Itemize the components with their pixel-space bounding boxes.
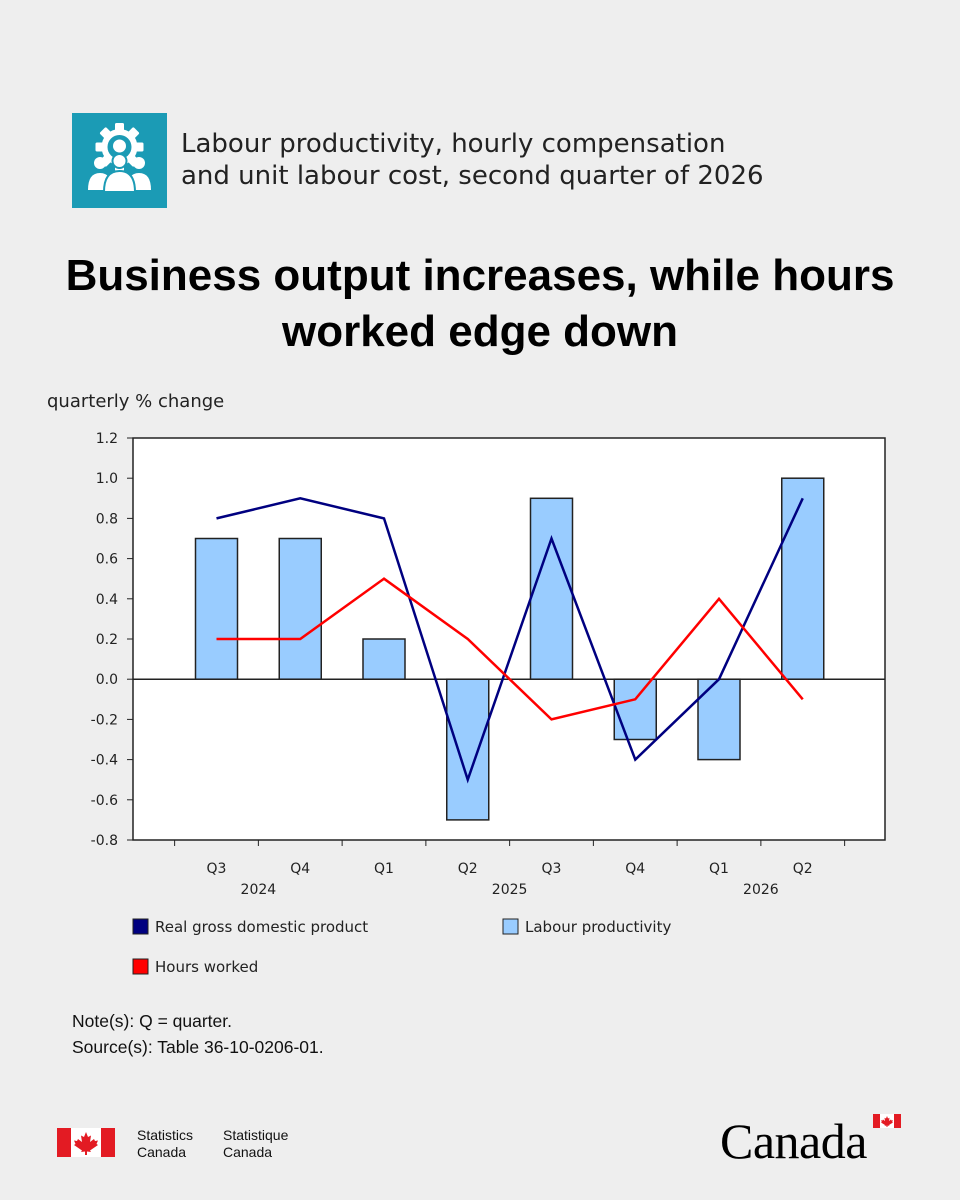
y-tick-label: 0.8 (96, 511, 118, 527)
x-tick-label: Q2 (458, 861, 478, 877)
y-tick-label: -0.6 (91, 793, 118, 809)
headline-line-2: worked edge down (281, 307, 679, 356)
legend-label: Labour productivity (525, 918, 671, 936)
bar-labour-productivity (362, 638, 406, 680)
notes: Note(s): Q = quarter. Source(s): Table 3… (72, 1008, 324, 1060)
canada-flag-icon (57, 1128, 115, 1157)
y-tick-label: -0.2 (91, 712, 118, 728)
x-tick-label: Q2 (793, 861, 813, 877)
x-tick-label: Q3 (207, 861, 227, 877)
bar-labour-productivity (697, 678, 741, 761)
bar-labour-productivity (613, 678, 657, 741)
agency-name-french: Statistique Canada (223, 1127, 288, 1161)
bar-labour-productivity (446, 678, 490, 821)
bar-labour-productivity (529, 497, 574, 680)
legend-label: Hours worked (155, 958, 258, 976)
y-tick-label: 0.6 (96, 552, 118, 568)
line-real-gross-domestic-product (216, 497, 804, 784)
headline: Business output increases, while hours w… (40, 248, 920, 360)
canada-wordmark: Canada (720, 1113, 867, 1169)
bar-labour-productivity (781, 477, 825, 680)
agency-en-line-2: Canada (137, 1144, 187, 1160)
x-tick-label: Q1 (374, 861, 394, 877)
y-tick-label: 0.0 (96, 672, 118, 688)
line-hours-worked (216, 577, 804, 721)
agency-en-line-1: Statistics (137, 1127, 194, 1143)
gear-with-people-icon (72, 113, 167, 208)
bar-labour-productivity (194, 537, 239, 680)
y-tick-label: 1.2 (96, 431, 118, 447)
year-label: 2024 (241, 882, 277, 898)
y-tick-label: 0.4 (96, 592, 118, 608)
agency-name-english: Statistics Canada (137, 1127, 193, 1161)
agency-fr-line-1: Statistique (223, 1127, 289, 1143)
y-tick-label: -0.4 (91, 753, 118, 769)
x-tick-label: Q3 (542, 861, 562, 877)
note-text: Note(s): Q = quarter. (72, 1011, 232, 1031)
subtitle-line-2: and unit labour cost, second quarter of … (181, 161, 764, 191)
legend-label: Real gross domestic product (155, 918, 368, 936)
source-text: Source(s): Table 36-10-0206-01. (72, 1037, 324, 1057)
y-axis-title: quarterly % change (47, 391, 224, 412)
y-tick-label: 1.0 (96, 471, 118, 487)
y-tick-label: -0.8 (91, 833, 118, 849)
year-label: 2025 (492, 882, 528, 898)
chart: quarterly % change 1.2 1.0 0.8 0.6 0.4 0.2 0.0… (47, 391, 886, 976)
x-tick-label: Q4 (290, 861, 310, 877)
wordmark-flag-icon (873, 1114, 901, 1128)
legend-swatch (132, 918, 149, 935)
subtitle-line-1: Labour productivity, hourly compensation (181, 129, 726, 159)
x-tick-label: Q4 (625, 861, 645, 877)
headline-line-1: Business output increases, while hours (65, 251, 895, 300)
y-tick-label: 0.2 (96, 632, 118, 648)
agency-fr-line-2: Canada (223, 1144, 273, 1160)
legend-swatch (132, 958, 149, 975)
legend-swatch (502, 918, 519, 935)
chart-subtitle: Labour productivity, hourly compensation… (181, 128, 881, 192)
bar-labour-productivity (278, 537, 322, 680)
x-tick-label: Q1 (709, 861, 729, 877)
year-label: 2026 (743, 882, 779, 898)
